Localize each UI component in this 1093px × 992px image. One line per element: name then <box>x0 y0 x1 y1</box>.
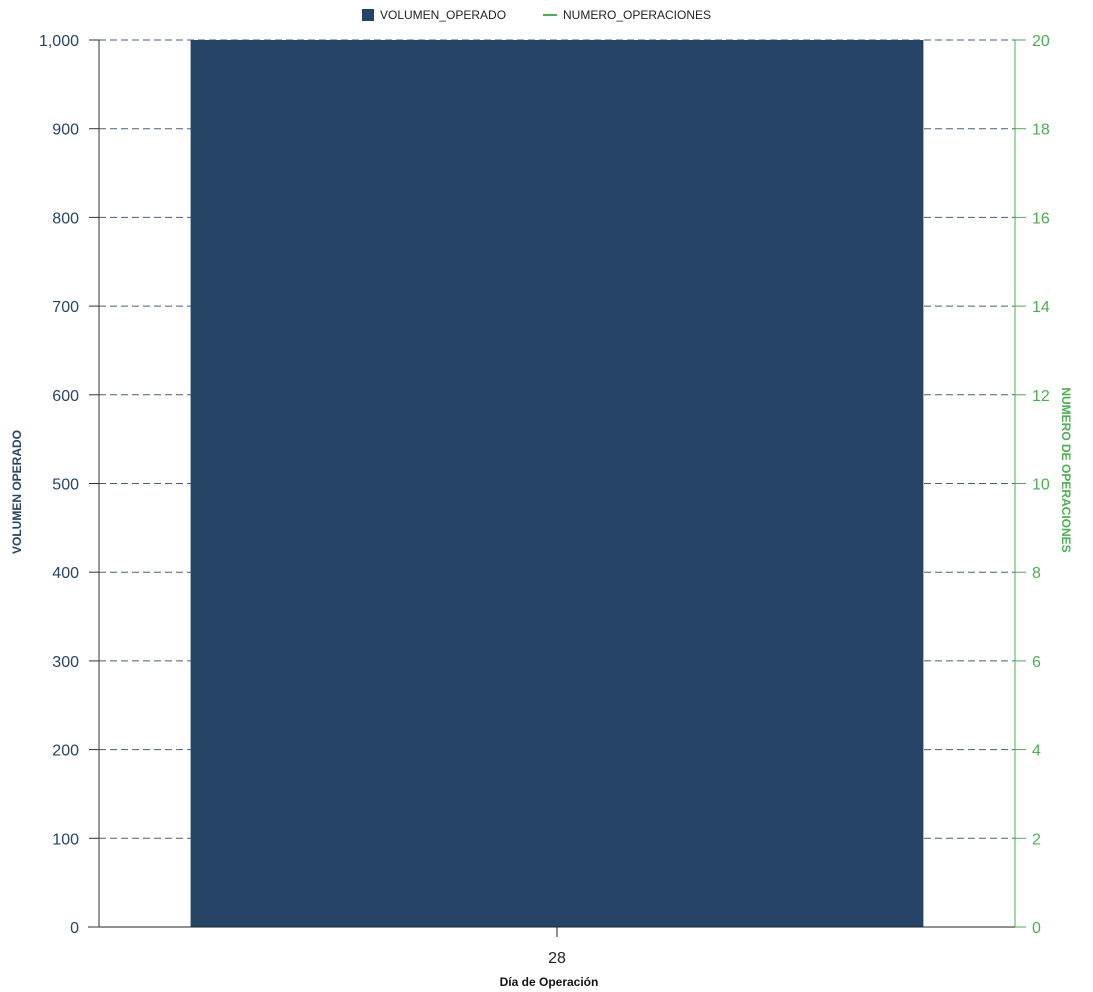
y-tick-label-left: 700 <box>52 299 79 316</box>
y-tick-label-right: 16 <box>1032 210 1050 227</box>
y-tick-label-left: 300 <box>52 654 79 671</box>
y-tick-label-right: 4 <box>1032 743 1041 760</box>
y-tick-label-right: 0 <box>1032 920 1041 937</box>
y-tick-label-left: 600 <box>52 388 79 405</box>
y-tick-label-left: 100 <box>52 831 79 848</box>
y-tick-label-right: 2 <box>1032 831 1041 848</box>
y-tick-label-left: 800 <box>52 210 79 227</box>
y-tick-label-left: 400 <box>52 565 79 582</box>
y-tick-label-right: 20 <box>1032 33 1050 50</box>
y-tick-label-left: 200 <box>52 743 79 760</box>
x-tick-label: 28 <box>548 950 566 967</box>
y-tick-label-right: 10 <box>1032 477 1050 494</box>
y-tick-label-left: 900 <box>52 122 79 139</box>
y-tick-label-left: 500 <box>52 477 79 494</box>
y-axis-title-left: VOLUMEN OPERADO <box>10 430 24 554</box>
y-tick-label-left: 0 <box>70 920 79 937</box>
bar-volumen <box>191 40 924 927</box>
y-tick-label-right: 12 <box>1032 388 1050 405</box>
y-tick-label-right: 8 <box>1032 565 1041 582</box>
y-tick-label-right: 14 <box>1032 299 1050 316</box>
y-tick-label-right: 6 <box>1032 654 1041 671</box>
y-axis-title-right: NUMERO DE OPERACIONES <box>1059 387 1073 552</box>
y-tick-label-left: 1,000 <box>39 33 79 50</box>
x-axis-title: Día de Operación <box>500 975 599 989</box>
y-tick-label-right: 18 <box>1032 122 1050 139</box>
